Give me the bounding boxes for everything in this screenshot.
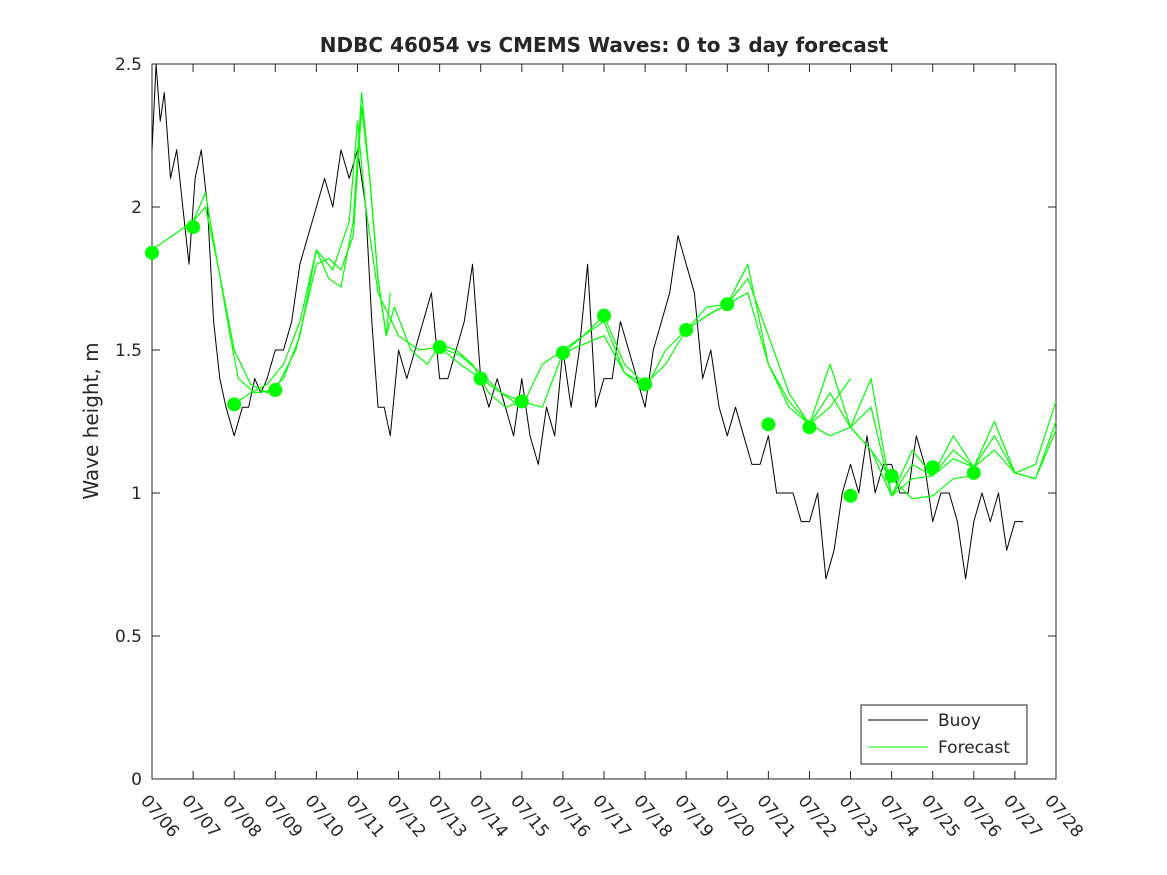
plot-area <box>151 63 1057 780</box>
forecast-point-marker <box>597 308 611 323</box>
forecast-point-marker <box>145 245 159 260</box>
forecast-point-marker <box>473 371 488 386</box>
y-axis-label: Wave height, m <box>79 342 103 499</box>
y-tick-label: 0.5 <box>115 627 142 647</box>
y-tick-label: 1 <box>131 484 142 504</box>
forecast-point-marker <box>802 420 817 435</box>
y-tick-label: 1.5 <box>115 341 142 361</box>
legend-label-buoy: Buoy <box>938 711 981 731</box>
forecast-series-line <box>849 378 1057 497</box>
forecast-point-marker <box>966 465 981 480</box>
forecast-series-line <box>685 292 1057 497</box>
forecast-point-marker <box>761 417 776 432</box>
forecast-point-marker <box>514 394 529 409</box>
y-tick-label: 2 <box>131 198 142 218</box>
legend-label-forecast: Forecast <box>938 738 1010 758</box>
forecast-point-marker <box>555 345 570 360</box>
forecast-point-marker <box>884 468 899 483</box>
forecast-point-marker <box>268 383 283 398</box>
chart-title: NDBC 46054 vs CMEMS Waves: 0 to 3 day fo… <box>320 33 889 57</box>
forecast-point-marker <box>720 297 735 312</box>
forecast-point-marker <box>679 322 694 337</box>
forecast-point-marker <box>227 397 242 412</box>
series-layer <box>145 63 1057 580</box>
forecast-point-marker <box>638 377 653 392</box>
y-tick-label: 2.5 <box>115 55 142 75</box>
y-tick-label: 0 <box>131 770 142 790</box>
legend: Buoy Forecast <box>860 704 1028 765</box>
forecast-point-marker <box>186 220 201 235</box>
legend-box <box>860 704 1028 765</box>
forecast-point-marker <box>432 340 447 355</box>
forecast-point-marker <box>925 460 940 475</box>
forecast-point-marker <box>843 488 858 503</box>
forecast-series-line <box>192 91 522 408</box>
